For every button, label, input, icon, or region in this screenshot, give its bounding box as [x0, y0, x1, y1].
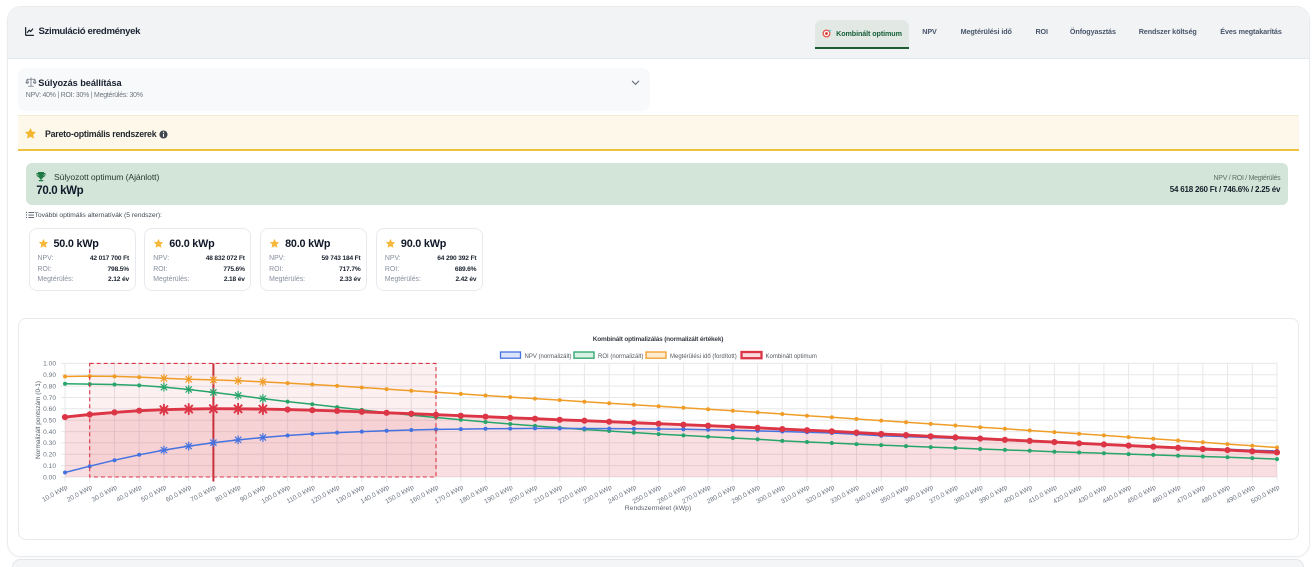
svg-text:Rendszerméret (kWp): Rendszerméret (kWp) [625, 505, 691, 512]
svg-text:10.0 kWp: 10.0 kWp [41, 484, 69, 504]
svg-text:20.0 kWp: 20.0 kWp [66, 484, 94, 504]
svg-text:0.00: 0.00 [43, 474, 56, 481]
svg-text:Megtérülési idő (fordított): Megtérülési idő (fordított) [670, 354, 737, 360]
svg-text:0.60: 0.60 [43, 406, 56, 413]
svg-text:80.0 kWp: 80.0 kWp [214, 484, 242, 504]
svg-text:0.90: 0.90 [43, 372, 56, 379]
svg-text:500.0 kWp: 500.0 kWp [1250, 484, 1281, 506]
svg-text:0.30: 0.30 [43, 440, 56, 447]
svg-text:0.20: 0.20 [43, 452, 56, 459]
svg-text:70.0 kWp: 70.0 kWp [190, 484, 218, 504]
svg-text:50.0 kWp: 50.0 kWp [140, 484, 168, 504]
svg-text:0.50: 0.50 [43, 418, 56, 425]
svg-text:Kombinált optimalizálás (norma: Kombinált optimalizálás (normalizált ért… [593, 336, 723, 343]
svg-text:0.10: 0.10 [43, 463, 56, 470]
svg-text:60.0 kWp: 60.0 kWp [165, 484, 193, 504]
svg-text:0.80: 0.80 [43, 383, 56, 390]
svg-text:1.00: 1.00 [43, 361, 56, 368]
svg-text:30.0 kWp: 30.0 kWp [91, 484, 119, 504]
svg-text:0.70: 0.70 [43, 395, 56, 402]
svg-text:ROI (normalizált): ROI (normalizált) [598, 354, 643, 360]
svg-text:Kombinált optimum: Kombinált optimum [766, 354, 817, 360]
svg-text:40.0 kWp: 40.0 kWp [115, 484, 143, 504]
svg-text:NPV (normalizált): NPV (normalizált) [525, 354, 572, 360]
svg-text:Normalizált pontszám (0-1): Normalizált pontszám (0-1) [35, 381, 42, 459]
svg-text:0.40: 0.40 [43, 429, 56, 436]
